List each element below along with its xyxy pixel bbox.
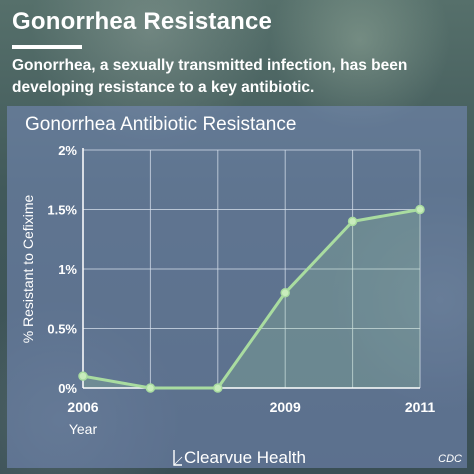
- brand-name: Clearvue Health: [184, 448, 306, 467]
- series-polyline: [82, 208, 421, 390]
- chart-title: Gonorrhea Antibiotic Resistance: [25, 114, 297, 135]
- page-title: Gonorrhea Resistance: [12, 8, 273, 35]
- axes: [82, 148, 420, 389]
- area-fill: [83, 209, 420, 388]
- page-subtitle: Gonorrhea, a sexually transmitted infect…: [12, 57, 408, 96]
- title-underline: [12, 45, 82, 49]
- data-point: [280, 288, 290, 298]
- data-point: [347, 216, 358, 227]
- series-points: [78, 204, 425, 393]
- y-tick-label: 1.5%: [47, 203, 77, 218]
- source-credit: CDC: [438, 453, 462, 465]
- data-point: [145, 383, 156, 393]
- y-tick-label: 1%: [58, 262, 77, 277]
- x-tick-label: 2006: [67, 399, 98, 415]
- data-point: [415, 204, 425, 215]
- x-axis-label: Year: [69, 421, 98, 437]
- x-tick-label: 2009: [270, 399, 301, 415]
- clearvue-logo-icon: [173, 450, 183, 466]
- y-tick-label: 0.5%: [47, 322, 77, 337]
- y-tick-label: 2%: [58, 143, 77, 158]
- y-tick-label: 0%: [58, 381, 77, 396]
- x-tick-label: 2011: [405, 399, 436, 415]
- tick-labels: 0% 0.5% 1% 1.5% 2% 2006 2009 2011 Year % Resistan…: [20, 143, 435, 437]
- data-point: [78, 371, 88, 381]
- area-shape: [83, 209, 420, 388]
- series-line: [82, 208, 421, 390]
- data-point: [213, 383, 223, 393]
- y-axis-label: % Resistant to Cefixime: [20, 194, 36, 343]
